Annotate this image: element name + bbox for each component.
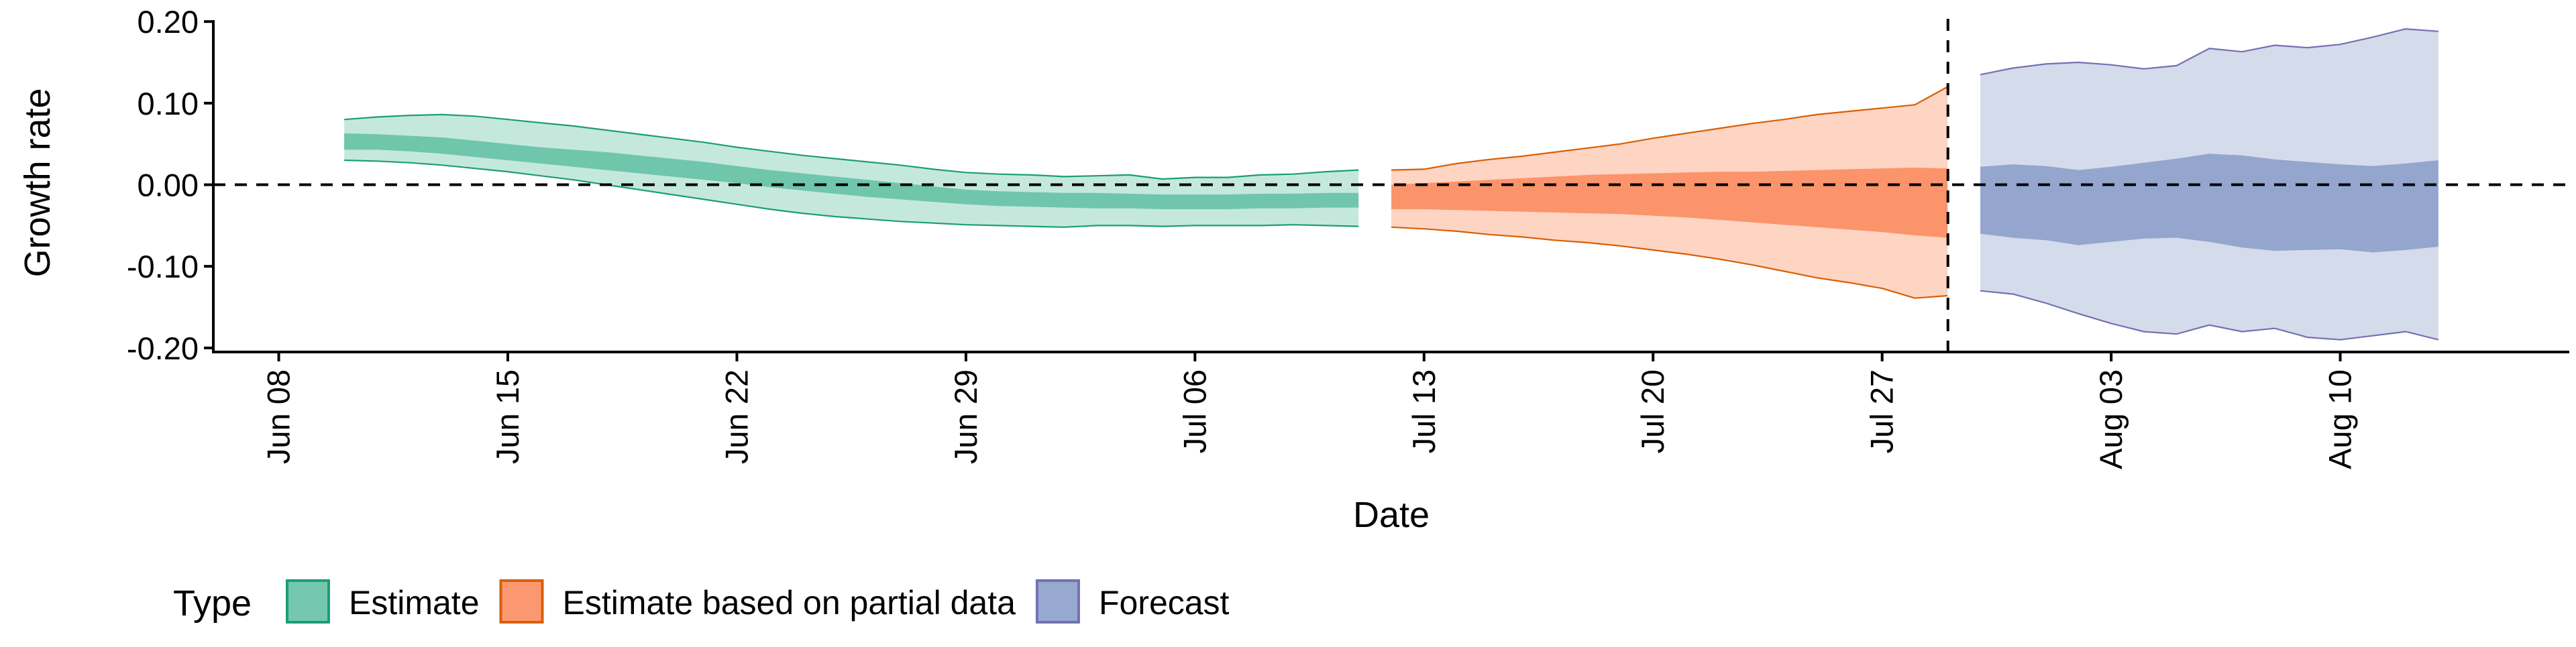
legend-key-forecast	[1035, 579, 1080, 624]
series-estimate	[344, 113, 1359, 228]
lower-bound-line-estimate-based-on-partial-data	[1391, 226, 1948, 299]
legend-label-forecast: Forecast	[1099, 584, 1230, 622]
legend-label-estimate: Estimate	[349, 584, 480, 622]
x-tick-label: Jul 06	[1177, 369, 1212, 453]
y-tick-label: 0.20	[138, 4, 199, 40]
lower-bound-line-forecast	[1980, 290, 2439, 341]
y-tick-label: -0.20	[127, 331, 199, 366]
x-axis-title: Date	[1353, 495, 1430, 535]
series-estimate-based-on-partial-data	[1391, 86, 1948, 299]
series-forecast	[1980, 27, 2439, 341]
reference-lines	[213, 19, 2569, 352]
legend-key-estimate-based-on-partial-data	[499, 579, 544, 624]
y-tick-label: 0.10	[138, 86, 199, 121]
x-tick-label: Jul 20	[1635, 369, 1670, 453]
band-50-estimate	[344, 133, 1359, 209]
y-tick-label: -0.10	[127, 249, 199, 284]
lower-bound-line-estimate	[344, 159, 1359, 228]
x-ticks: Jun 08 Jun 15 Jun 22 Jun 29 Jul 06 Jul 13 Jul …	[261, 352, 2358, 469]
x-tick-label: Aug 03	[2093, 369, 2129, 469]
x-tick-label: Jun 29	[948, 369, 983, 464]
x-tick-label: Jun 22	[718, 369, 754, 464]
upper-bound-line-estimate-based-on-partial-data	[1391, 86, 1948, 171]
x-tick-label: Jun 15	[490, 369, 525, 464]
x-tick-label: Jun 08	[261, 369, 297, 464]
legend-item-forecast: Forecast	[1035, 579, 1230, 624]
band-50-forecast	[1980, 154, 2438, 253]
legend-key-estimate	[286, 579, 330, 624]
y-tick-label: 0.00	[138, 168, 199, 203]
y-ticks: 0.20 0.10 0.00 -0.10 -0.20	[127, 4, 213, 366]
legend-item-estimate: Estimate	[286, 579, 480, 624]
y-axis-title: Growth rate	[17, 88, 58, 277]
x-tick-label: Jul 27	[1864, 369, 1900, 453]
legend: Type Estimate Estimate based on partial d…	[173, 579, 1230, 624]
upper-bound-line-forecast	[1980, 27, 2438, 76]
legend-title: Type	[173, 583, 252, 624]
legend-item-estimate-based-on-partial-data: Estimate based on partial data	[499, 579, 1016, 624]
axes	[212, 20, 2569, 353]
upper-bound-line-estimate	[344, 113, 1359, 180]
x-tick-label: Aug 10	[2322, 369, 2358, 469]
legend-label-estimate-based-on-partial-data: Estimate based on partial data	[563, 584, 1016, 622]
x-tick-label: Jul 13	[1406, 369, 1442, 453]
